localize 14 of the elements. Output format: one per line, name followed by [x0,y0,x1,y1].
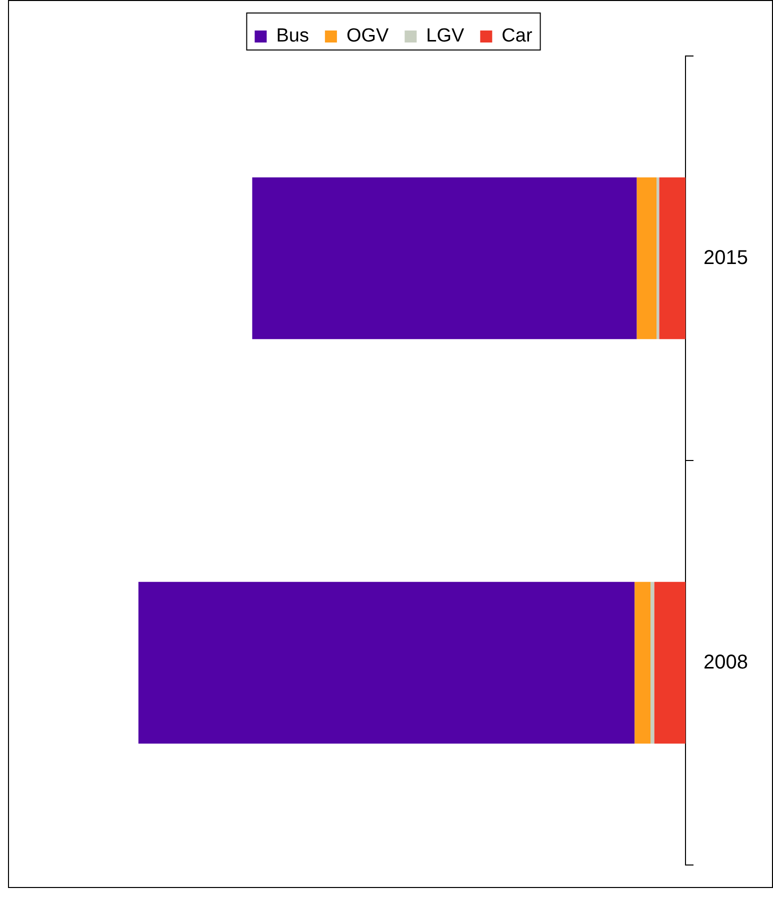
bar [650,582,654,744]
bar [634,582,650,744]
bar [654,582,686,744]
bar [636,177,657,340]
legend-label: OGV [346,26,389,47]
legend-label: Bus [276,26,309,47]
bar [659,177,686,340]
legend-label: LGV [426,26,465,47]
bar [252,177,637,340]
y-tick-label: 2008 [704,651,748,674]
y-tick-label: 2015 [704,246,748,269]
bar [656,177,660,340]
bar [138,582,635,744]
legend-label: Car [502,26,533,47]
